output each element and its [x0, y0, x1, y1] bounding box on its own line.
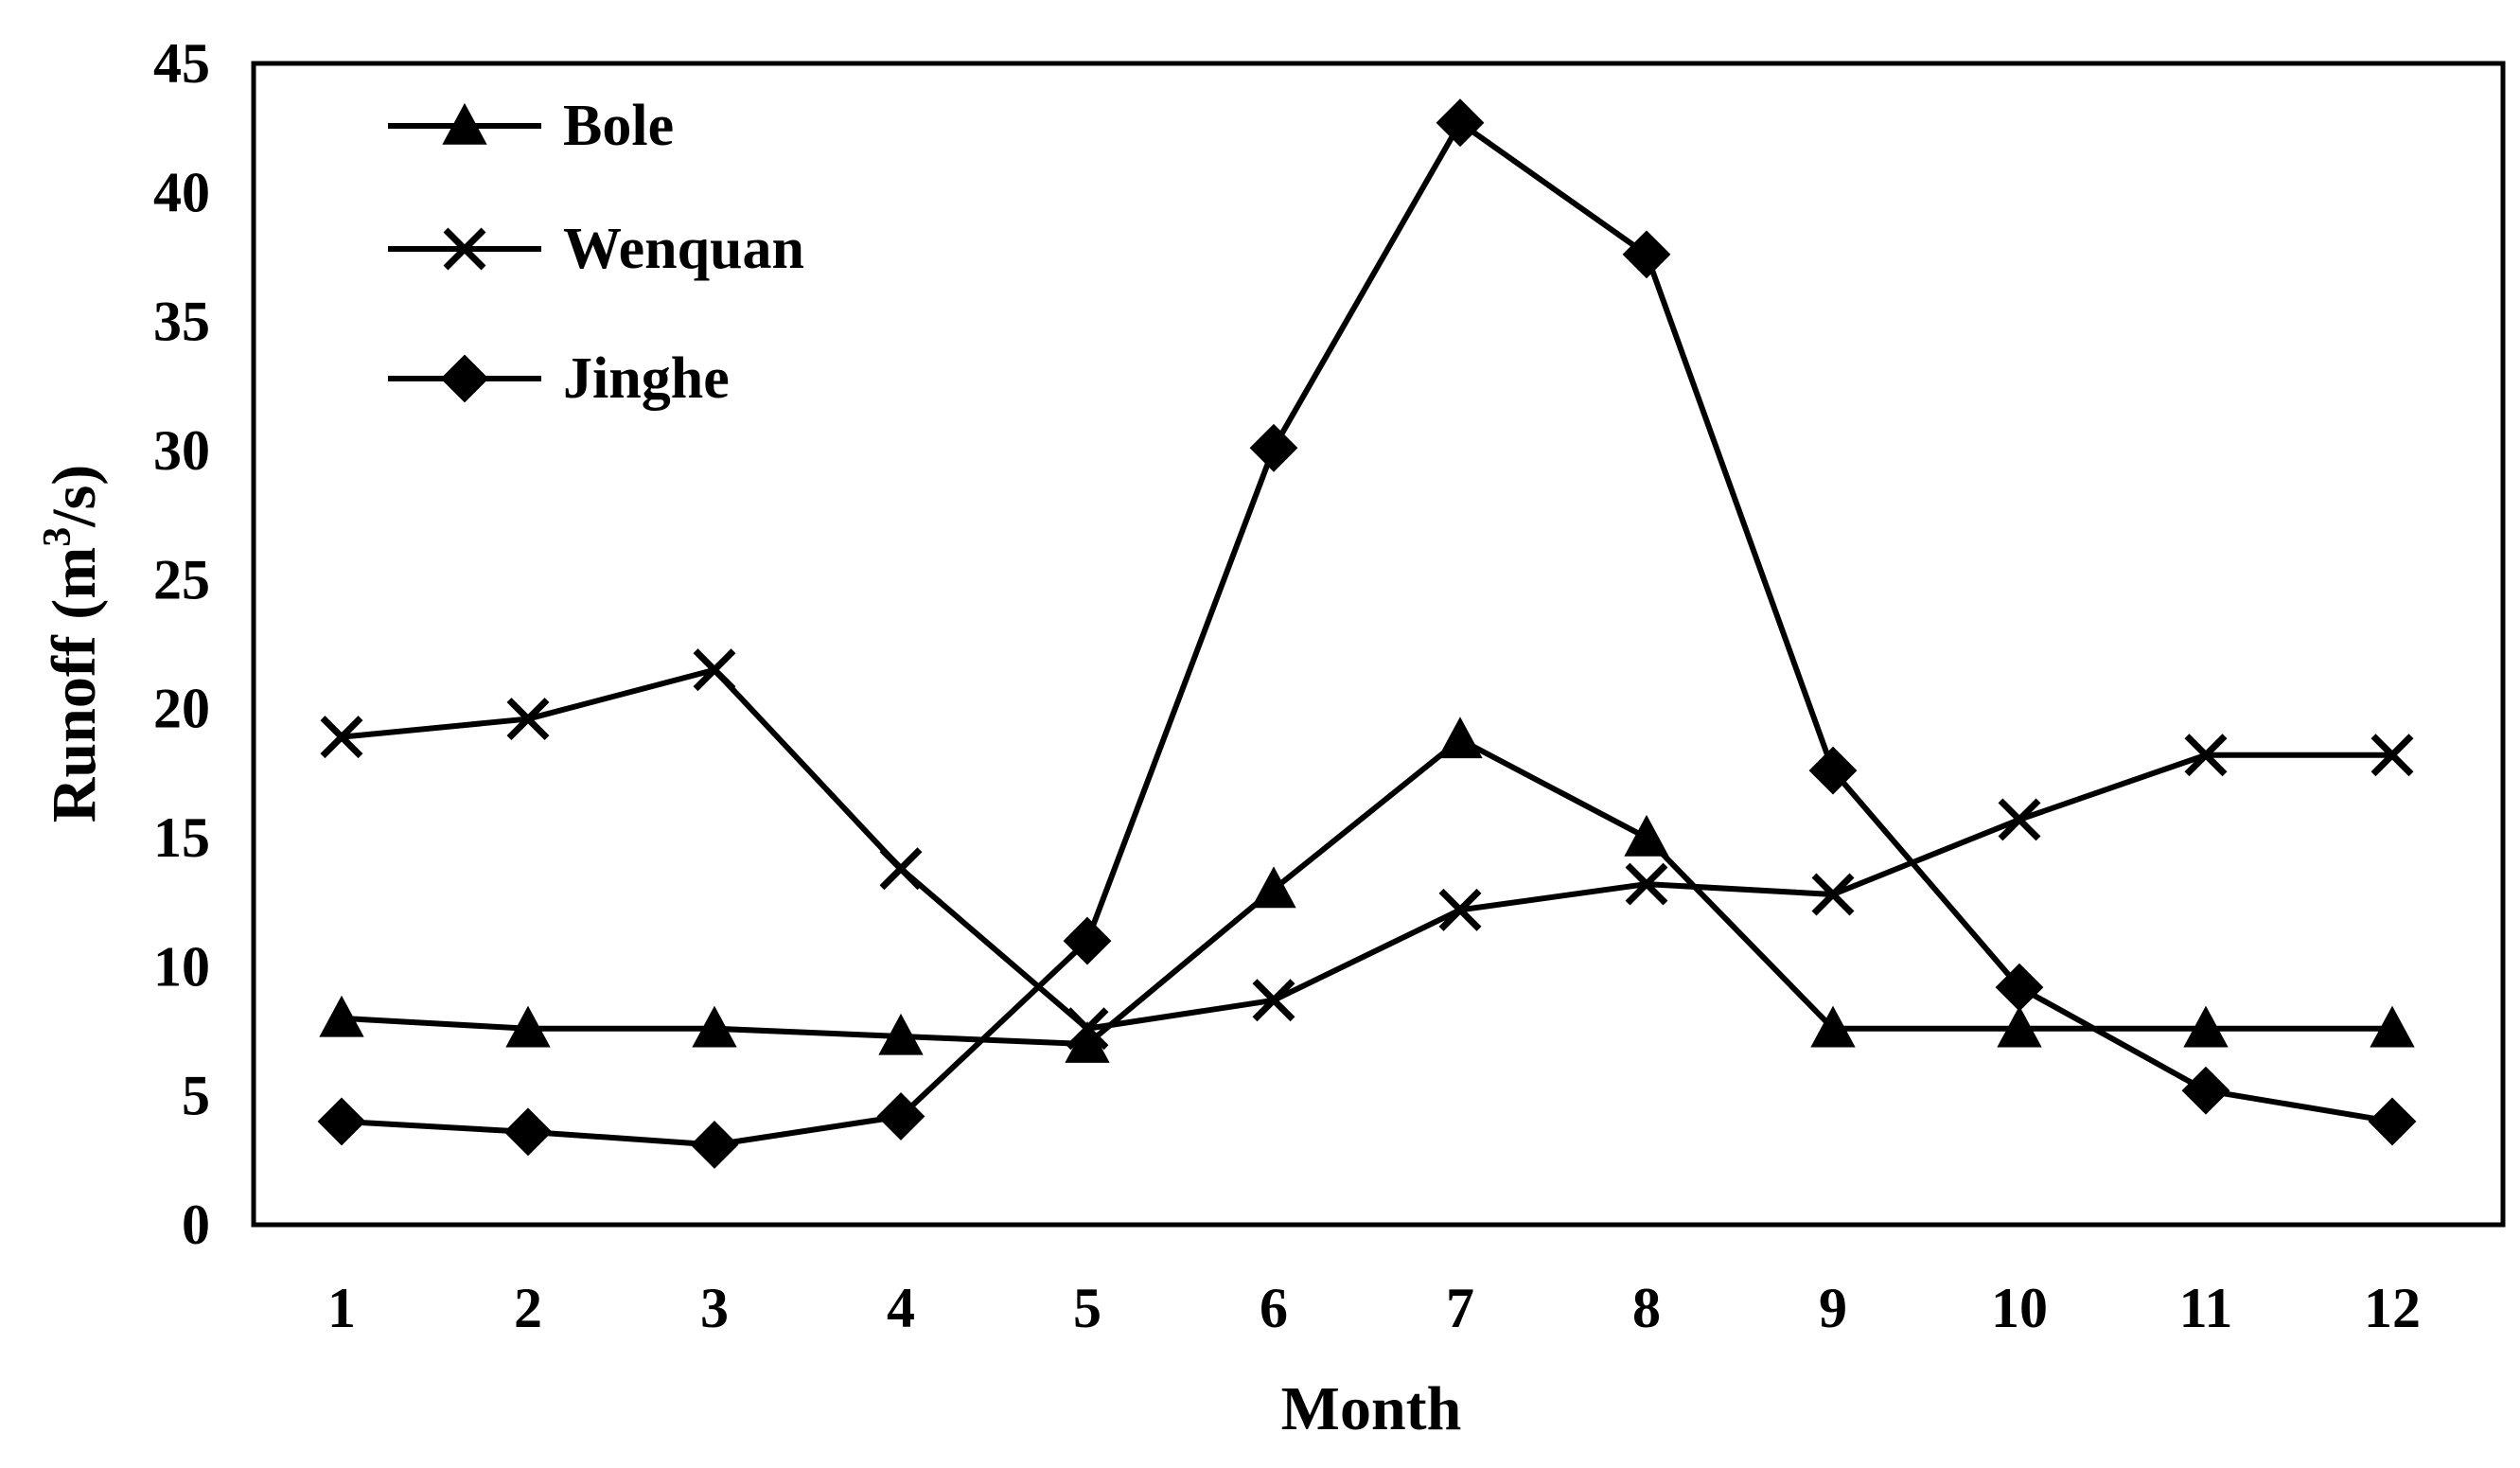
data-point-bole: [2370, 1005, 2415, 1048]
y-axis-title-suffix: /s): [40, 465, 109, 528]
series-line-bole: [341, 736, 2392, 1048]
series-jinghe: [317, 98, 2417, 1169]
series-layer: [317, 98, 2417, 1169]
x-tick-label: 3: [700, 1277, 729, 1339]
data-point-bole: [1810, 1005, 1856, 1048]
legend-label-wenquan: Wenquan: [563, 217, 804, 281]
data-point-jinghe: [2181, 1066, 2230, 1115]
data-point-wenquan: [1998, 798, 2041, 841]
y-axis-title-superscript: 3: [36, 527, 79, 547]
legend-label-bole: Bole: [563, 94, 674, 158]
data-point-jinghe: [1063, 916, 1112, 965]
y-tick-label: 30: [153, 419, 210, 482]
data-point-bole: [1997, 1005, 2042, 1048]
data-point-wenquan: [1811, 873, 1855, 916]
legend-marker-bole: [442, 102, 487, 145]
x-tick-label: 11: [2179, 1277, 2233, 1339]
data-point-jinghe: [1808, 746, 1858, 795]
x-tick-label: 10: [1991, 1277, 2048, 1339]
y-tick-label: 45: [153, 32, 210, 95]
x-tick-label: 4: [887, 1277, 915, 1339]
y-axis-title-prefix: Runoff (m: [40, 547, 109, 823]
data-point-wenquan: [320, 716, 363, 759]
x-axis-ticks: 1 2 3 4 5 6 7 8 9 10 11 12: [327, 1277, 2421, 1339]
y-tick-label: 25: [153, 548, 210, 610]
series-bole: [319, 716, 2415, 1063]
series-wenquan: [320, 648, 2414, 1051]
y-tick-label: 35: [153, 291, 210, 353]
series-line-jinghe: [341, 119, 2393, 1148]
data-point-wenquan: [1066, 1007, 1109, 1051]
y-tick-label: 0: [182, 1194, 210, 1256]
data-point-wenquan: [1625, 862, 1668, 906]
legend-marker-wenquan: [443, 227, 486, 271]
data-point-jinghe: [503, 1107, 553, 1157]
data-point-bole: [319, 995, 364, 1037]
series-line-wenquan: [341, 666, 2392, 1032]
x-tick-label: 2: [514, 1277, 542, 1339]
data-point-bole: [1624, 814, 1669, 857]
x-tick-label: 7: [1446, 1277, 1474, 1339]
y-axis-ticks: 0 5 10 15 20 25 30 35 40 45: [153, 32, 210, 1256]
x-tick-label: 5: [1073, 1277, 1101, 1339]
data-point-bole: [692, 1005, 737, 1048]
y-tick-label: 10: [153, 935, 210, 998]
data-point-bole: [505, 1005, 551, 1048]
y-tick-label: 5: [182, 1065, 210, 1127]
data-point-bole: [2183, 1005, 2229, 1048]
data-point-jinghe: [1995, 963, 2044, 1012]
x-tick-label: 1: [327, 1277, 356, 1339]
y-tick-label: 15: [153, 806, 210, 869]
x-tick-label: 6: [1260, 1277, 1288, 1339]
legend-label-jinghe: Jinghe: [563, 346, 730, 411]
data-point-wenquan: [506, 698, 550, 741]
data-point-jinghe: [876, 1092, 925, 1141]
data-point-wenquan: [1438, 888, 1482, 931]
y-tick-label: 20: [153, 678, 210, 740]
data-point-bole: [1437, 716, 1483, 759]
y-tick-label: 40: [153, 161, 210, 223]
y-axis-title: Runoff (m3/s): [36, 465, 109, 823]
legend-item-bole: Bole: [388, 94, 674, 158]
plot-frame: [251, 61, 2506, 1228]
data-point-bole: [1251, 866, 1296, 909]
data-point-jinghe: [1436, 98, 1485, 148]
legend-item-wenquan: Wenquan: [388, 217, 804, 281]
data-point-jinghe: [1622, 230, 1671, 279]
data-point-bole: [878, 1013, 924, 1055]
legend-item-jinghe: Jinghe: [388, 346, 730, 411]
data-point-jinghe: [690, 1121, 739, 1169]
legend-marker-jinghe: [440, 354, 489, 403]
x-tick-label: 12: [2364, 1277, 2421, 1339]
x-tick-label: 9: [1819, 1277, 1847, 1339]
data-point-wenquan: [2370, 734, 2414, 777]
data-point-wenquan: [693, 648, 736, 692]
data-point-wenquan: [2184, 734, 2228, 777]
data-point-jinghe: [1249, 423, 1298, 472]
data-point-jinghe: [2368, 1097, 2417, 1146]
data-point-wenquan: [879, 847, 923, 891]
x-axis-title: Month: [1281, 1374, 1462, 1443]
data-point-wenquan: [1252, 979, 1295, 1022]
x-tick-label: 8: [1632, 1277, 1661, 1339]
data-point-jinghe: [317, 1097, 366, 1146]
legend: Bole Wenquan Jinghe: [388, 94, 804, 411]
